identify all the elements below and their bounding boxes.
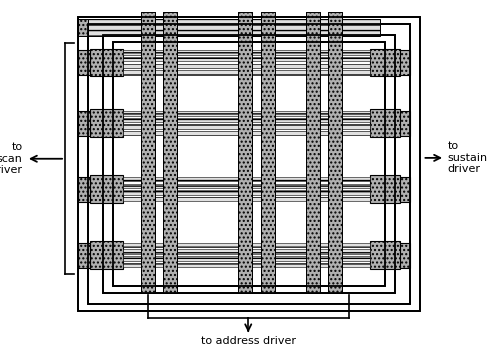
Bar: [122, 243, 370, 247]
Bar: [260, 12, 274, 293]
Bar: [122, 131, 370, 135]
Bar: [78, 243, 90, 268]
Bar: [88, 19, 380, 36]
Text: ·
·
·: · · ·: [248, 138, 252, 171]
Text: to
sustain
driver: to sustain driver: [448, 141, 488, 175]
Bar: [260, 12, 274, 293]
Bar: [102, 35, 395, 293]
Bar: [328, 12, 342, 293]
Bar: [122, 256, 370, 261]
Bar: [78, 111, 90, 136]
Bar: [306, 12, 320, 293]
Text: to
scan
driver: to scan driver: [0, 142, 22, 175]
Bar: [122, 197, 370, 201]
Text: · · ·: · · ·: [235, 280, 255, 293]
Bar: [163, 12, 177, 293]
Bar: [78, 17, 420, 311]
Bar: [78, 50, 90, 75]
Bar: [78, 17, 420, 311]
Bar: [400, 50, 410, 75]
Bar: [122, 118, 370, 122]
Bar: [400, 111, 410, 136]
Bar: [400, 177, 410, 202]
Bar: [370, 49, 400, 76]
Bar: [238, 12, 252, 293]
Bar: [140, 12, 154, 293]
Text: to address driver: to address driver: [200, 336, 296, 346]
Bar: [163, 12, 177, 293]
Bar: [122, 249, 370, 254]
Bar: [238, 12, 252, 293]
Bar: [122, 64, 370, 68]
Bar: [88, 24, 410, 304]
Bar: [112, 42, 385, 286]
Bar: [122, 184, 370, 188]
Bar: [122, 263, 370, 267]
Bar: [122, 124, 370, 129]
Bar: [122, 50, 370, 55]
Bar: [328, 12, 342, 293]
Bar: [112, 42, 385, 286]
Bar: [122, 57, 370, 61]
Bar: [140, 12, 154, 293]
Bar: [88, 24, 410, 304]
Bar: [78, 177, 90, 202]
Bar: [122, 111, 370, 116]
Bar: [122, 177, 370, 181]
Bar: [78, 19, 88, 36]
Bar: [370, 109, 400, 137]
Bar: [400, 243, 410, 268]
Bar: [102, 35, 395, 293]
Bar: [90, 49, 122, 76]
Bar: [370, 175, 400, 203]
Bar: [122, 190, 370, 195]
Bar: [90, 241, 122, 269]
Bar: [306, 12, 320, 293]
Bar: [90, 109, 122, 137]
Bar: [370, 241, 400, 269]
Bar: [122, 70, 370, 75]
Bar: [90, 175, 122, 203]
